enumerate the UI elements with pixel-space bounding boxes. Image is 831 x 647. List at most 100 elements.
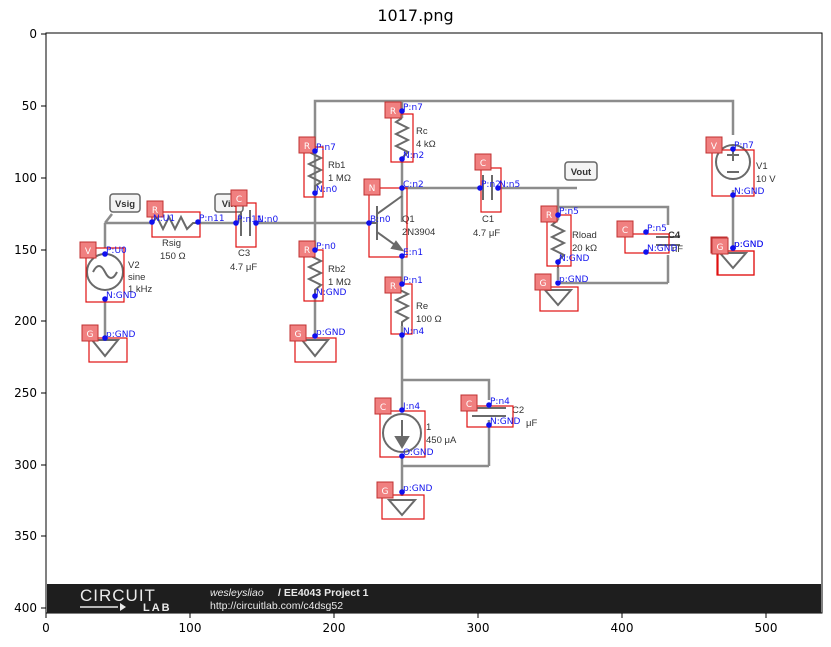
class-tag-bg	[460, 394, 478, 412]
c1-name: C1	[482, 214, 494, 225]
pin-label: P:n7	[403, 103, 423, 113]
y-tick-label: 0	[29, 27, 37, 41]
pin-label: P:n0	[316, 242, 336, 252]
class-tag-bg	[711, 237, 729, 255]
svg-text:Vin: Vin	[222, 199, 237, 210]
pin-label: N:n5	[499, 180, 520, 190]
class-tag-bg	[534, 273, 552, 291]
class-tag-bg	[298, 136, 316, 154]
footer-brand-bottom: LAB	[143, 602, 172, 614]
pin-dot	[495, 185, 501, 191]
bounding-box	[85, 247, 125, 303]
v2-value: 1 kHz	[128, 284, 153, 295]
pin-dot	[643, 229, 649, 235]
class-tag-bg	[81, 324, 99, 342]
c1-value: 4.7 μF	[473, 228, 500, 239]
pin-dot	[486, 422, 492, 428]
class-tag-bg	[474, 153, 492, 171]
y-tick-label: 350	[14, 529, 37, 543]
class-tag-bg	[289, 324, 307, 342]
pin-dot	[730, 146, 736, 152]
rsig-value: 150 Ω	[160, 251, 186, 262]
c2-name: C2	[512, 405, 524, 416]
pin-label: P:n1	[403, 276, 423, 286]
y-axis: 0 50 100 150 200 250 300 350 400	[14, 27, 46, 615]
pin-dot	[312, 190, 318, 196]
detection-r: R P:n5 N:GND	[540, 205, 589, 267]
x-tick-label: 400	[611, 621, 634, 635]
pin-label: N:U1	[153, 214, 175, 224]
class-tag: C	[480, 159, 486, 169]
pin-dot	[730, 192, 736, 198]
rb1-name: Rb1	[328, 160, 345, 171]
footer-brand-top: CIRCUIT	[80, 586, 156, 605]
detection-n: N C:n2 B:n0 E:n1	[363, 178, 424, 259]
pin-label: P:n11	[199, 214, 225, 224]
class-tag-bg	[374, 397, 392, 415]
x-tick-label: 0	[42, 621, 50, 635]
c4-value: nF	[672, 244, 683, 255]
x-tick-label: 100	[179, 621, 202, 635]
pin-dot	[399, 253, 405, 259]
svg-text:Vsig: Vsig	[115, 199, 135, 210]
pin-dot	[555, 259, 561, 265]
net-label-vsig: Vsig	[109, 193, 141, 213]
class-tag: G	[87, 330, 94, 340]
svg-text:Vout: Vout	[571, 167, 592, 178]
detection-r: R P:n0 N:GND	[298, 240, 346, 302]
pin-dot	[555, 212, 561, 218]
detection-c: C P:n5 N:GND	[616, 220, 677, 255]
rload-zigzag	[549, 219, 567, 268]
pin-dot	[195, 219, 201, 225]
pin-dot	[399, 332, 405, 338]
class-tag: G	[295, 330, 302, 340]
axes-frame	[45, 32, 823, 614]
pin-label: N:GND	[316, 288, 346, 298]
pin-dot	[399, 407, 405, 413]
pin-dot	[486, 402, 492, 408]
class-tag: R	[152, 206, 158, 216]
bounding-box	[381, 494, 425, 520]
pin-dot	[366, 220, 372, 226]
pin-label: N:GND	[647, 244, 677, 254]
schematic: Vsig Vin Vout V2 sine 1 kHz Rsig 150 Ω C…	[47, 99, 821, 614]
pin-label: N:n0	[257, 215, 278, 225]
rload-value: 20 kΩ	[572, 243, 597, 254]
pin-dot	[399, 156, 405, 162]
rload-name: Rload	[572, 230, 597, 241]
pin-label: N:n0	[316, 185, 337, 195]
pin-dot	[399, 489, 405, 495]
detection-r: R P:n1 N:n4	[384, 276, 424, 338]
re-name: Re	[416, 301, 428, 312]
pin-dot	[555, 280, 561, 286]
class-tag: C	[622, 226, 628, 236]
bounding-box	[88, 337, 128, 363]
class-tag: N	[369, 184, 376, 194]
pin-label: P:n4	[490, 397, 510, 407]
pin-label: N:n2	[403, 151, 424, 161]
class-tag: G	[382, 487, 389, 497]
rsig-zigzag	[151, 214, 198, 232]
v2-name: V2	[128, 260, 140, 271]
rb2-value: 1 MΩ	[328, 277, 351, 288]
pin-dot	[233, 220, 239, 226]
class-tag-bg	[705, 136, 723, 154]
pin-label: P:n7	[316, 143, 336, 153]
y-tick-label: 200	[14, 314, 37, 328]
y-tick-label: 400	[14, 601, 37, 615]
detection-c: C I:n4 O:GND	[374, 397, 434, 459]
c4-name: C4	[668, 230, 681, 241]
pin-label: P:n2	[481, 180, 501, 190]
pin-label: P:U0	[106, 246, 127, 256]
pin-label: p:GND	[316, 328, 345, 338]
footer-logo-diode-icon	[120, 603, 126, 611]
pin-label: I:n4	[403, 402, 420, 412]
v2-type: sine	[128, 272, 145, 283]
x-tick-label: 500	[755, 621, 778, 635]
pin-label: N:GND	[490, 417, 520, 427]
bounding-box	[390, 113, 414, 163]
